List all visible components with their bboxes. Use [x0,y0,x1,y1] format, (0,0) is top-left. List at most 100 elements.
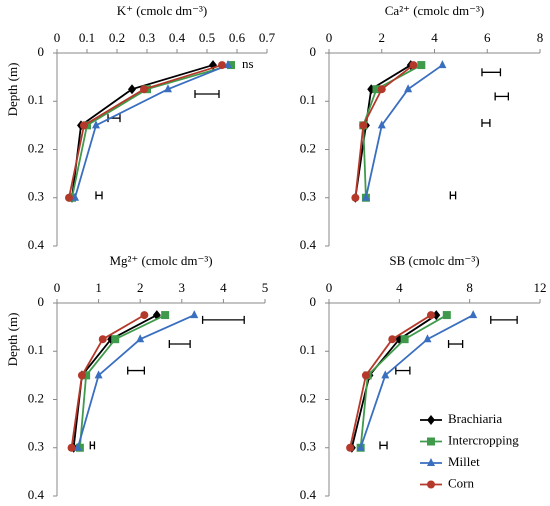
marker [427,458,435,466]
y-tick-label: 0.1 [300,342,316,357]
marker [140,311,149,320]
series-line [350,314,437,448]
x-tick-label: 0.4 [169,30,186,45]
series-line [365,64,443,198]
chart-title: SB (cmolc dm⁻³) [389,253,479,268]
series-line [72,314,158,448]
marker [128,84,136,95]
marker [164,84,172,93]
marker [359,121,368,130]
marker [442,311,451,320]
chart-title: Ca²⁺ (cmolc dm⁻³) [385,3,485,18]
marker [161,311,170,320]
lsd-bar [379,441,388,450]
x-tick-label: 0 [54,280,61,295]
marker [67,443,76,452]
legend-label: Brachiaria [448,411,502,426]
marker [71,192,79,201]
chart-title: Mg²⁺ (cmolc dm⁻³) [109,253,212,268]
marker [111,335,120,344]
x-tick-label: 2 [379,30,386,45]
series-line [359,314,474,449]
marker [400,335,409,344]
series-line [354,64,412,198]
legend-label: Millet [448,454,480,469]
marker [469,310,478,319]
marker [190,310,199,319]
marker [98,335,107,344]
lsd-bar [89,441,96,450]
legend-label: Intercropping [448,432,519,447]
y-tick-label: 0 [310,294,317,309]
y-tick-label: 0.3 [28,189,44,204]
marker [388,335,397,344]
x-tick-label: 5 [262,280,269,295]
marker [438,60,447,69]
marker [426,311,435,320]
lsd-bar [395,366,411,375]
y-tick-label: 0 [38,294,45,309]
x-tick-label: 8 [537,30,544,45]
series-line [78,314,166,448]
marker [80,121,88,130]
marker [140,85,148,94]
y-tick-label: 0.2 [300,140,316,155]
y-tick-label: 0.1 [300,92,316,107]
x-tick-label: 8 [466,280,473,295]
x-tick-label: 0.2 [109,30,125,45]
marker [409,61,418,70]
y-tick-label: 0.1 [28,342,44,357]
marker [361,192,370,201]
y-tick-label: 0.4 [28,487,45,502]
lsd-bar [194,90,220,99]
lsd-bar [490,315,518,324]
marker [73,442,82,451]
marker [218,61,226,70]
series-line [354,64,414,198]
marker [404,84,413,93]
lsd-bar [481,68,502,77]
marker [377,85,386,94]
series-line [71,64,232,198]
marker [65,193,73,202]
marker [361,371,370,380]
lsd-bar [201,315,245,324]
marker [427,415,435,425]
marker [423,334,432,343]
annotation: ns [242,56,254,71]
lsd-bar [95,191,103,200]
marker [432,310,441,321]
series-line [74,64,229,199]
x-tick-label: 12 [534,280,547,295]
chart-title: K⁺ (cmolc dm⁻³) [117,3,208,18]
y-tick-label: 0.1 [28,92,44,107]
x-tick-label: 4 [431,30,438,45]
series-line [359,314,448,448]
marker [427,437,435,446]
x-tick-label: 0.6 [229,30,246,45]
series-line [349,314,432,448]
series-line [68,64,223,198]
y-tick-label: 0 [310,44,317,59]
x-tick-label: 4 [220,280,227,295]
marker [346,443,355,452]
y-axis-label: Depth (m) [5,63,20,117]
lsd-bar [481,118,491,127]
x-tick-label: 3 [179,280,186,295]
marker [136,334,145,343]
marker [351,193,360,202]
y-tick-label: 0.3 [300,189,316,204]
x-tick-label: 0.7 [259,30,276,45]
x-tick-label: 2 [137,280,144,295]
y-tick-label: 0.2 [300,390,316,405]
y-tick-label: 0.2 [28,390,44,405]
marker [92,120,100,129]
lsd-bar [494,92,510,101]
x-tick-label: 0.5 [199,30,215,45]
marker [372,85,381,94]
marker [94,370,103,379]
y-tick-label: 0.4 [300,237,317,252]
x-tick-label: 0 [54,30,61,45]
marker [377,120,386,129]
marker [417,61,426,70]
